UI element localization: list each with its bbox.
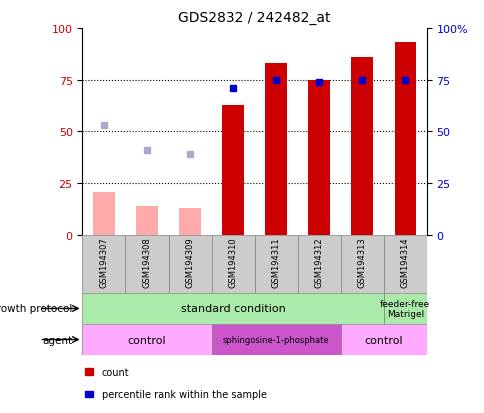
Bar [308, 81, 329, 235]
Bar [82, 235, 125, 293]
Bar [340, 324, 426, 355]
Text: GSM194310: GSM194310 [228, 237, 237, 287]
Bar [254, 235, 297, 293]
Text: GSM194313: GSM194313 [357, 237, 366, 288]
Bar [351, 58, 372, 235]
Bar [297, 235, 340, 293]
Bar [93, 192, 115, 235]
Bar [211, 235, 254, 293]
Title: GDS2832 / 242482_at: GDS2832 / 242482_at [178, 11, 330, 25]
Text: feeder-free
Matrigel: feeder-free Matrigel [379, 299, 429, 318]
Text: GSM194309: GSM194309 [185, 237, 194, 287]
Bar [383, 293, 426, 324]
Bar [211, 324, 340, 355]
Bar [265, 64, 287, 235]
Bar [82, 293, 383, 324]
Bar [383, 235, 426, 293]
Text: GSM194308: GSM194308 [142, 237, 151, 288]
Text: GSM194314: GSM194314 [400, 237, 409, 287]
Text: GSM194312: GSM194312 [314, 237, 323, 287]
Text: count: count [102, 367, 129, 377]
Bar [136, 206, 157, 235]
Text: sphingosine-1-phosphate: sphingosine-1-phosphate [222, 335, 329, 344]
Text: GSM194311: GSM194311 [271, 237, 280, 287]
Text: standard condition: standard condition [181, 304, 285, 314]
Text: agent: agent [43, 335, 73, 345]
Bar [82, 324, 211, 355]
Bar [168, 235, 211, 293]
Text: GSM194307: GSM194307 [99, 237, 108, 288]
Text: control: control [127, 335, 166, 345]
Text: percentile rank within the sample: percentile rank within the sample [102, 389, 266, 399]
Bar [340, 235, 383, 293]
Text: growth protocol: growth protocol [0, 304, 73, 314]
Bar [179, 209, 200, 235]
Bar [393, 43, 415, 235]
Text: control: control [363, 335, 402, 345]
Bar [222, 105, 243, 235]
Text: value, Detection Call = ABSENT: value, Detection Call = ABSENT [102, 412, 257, 413]
Bar [125, 235, 168, 293]
